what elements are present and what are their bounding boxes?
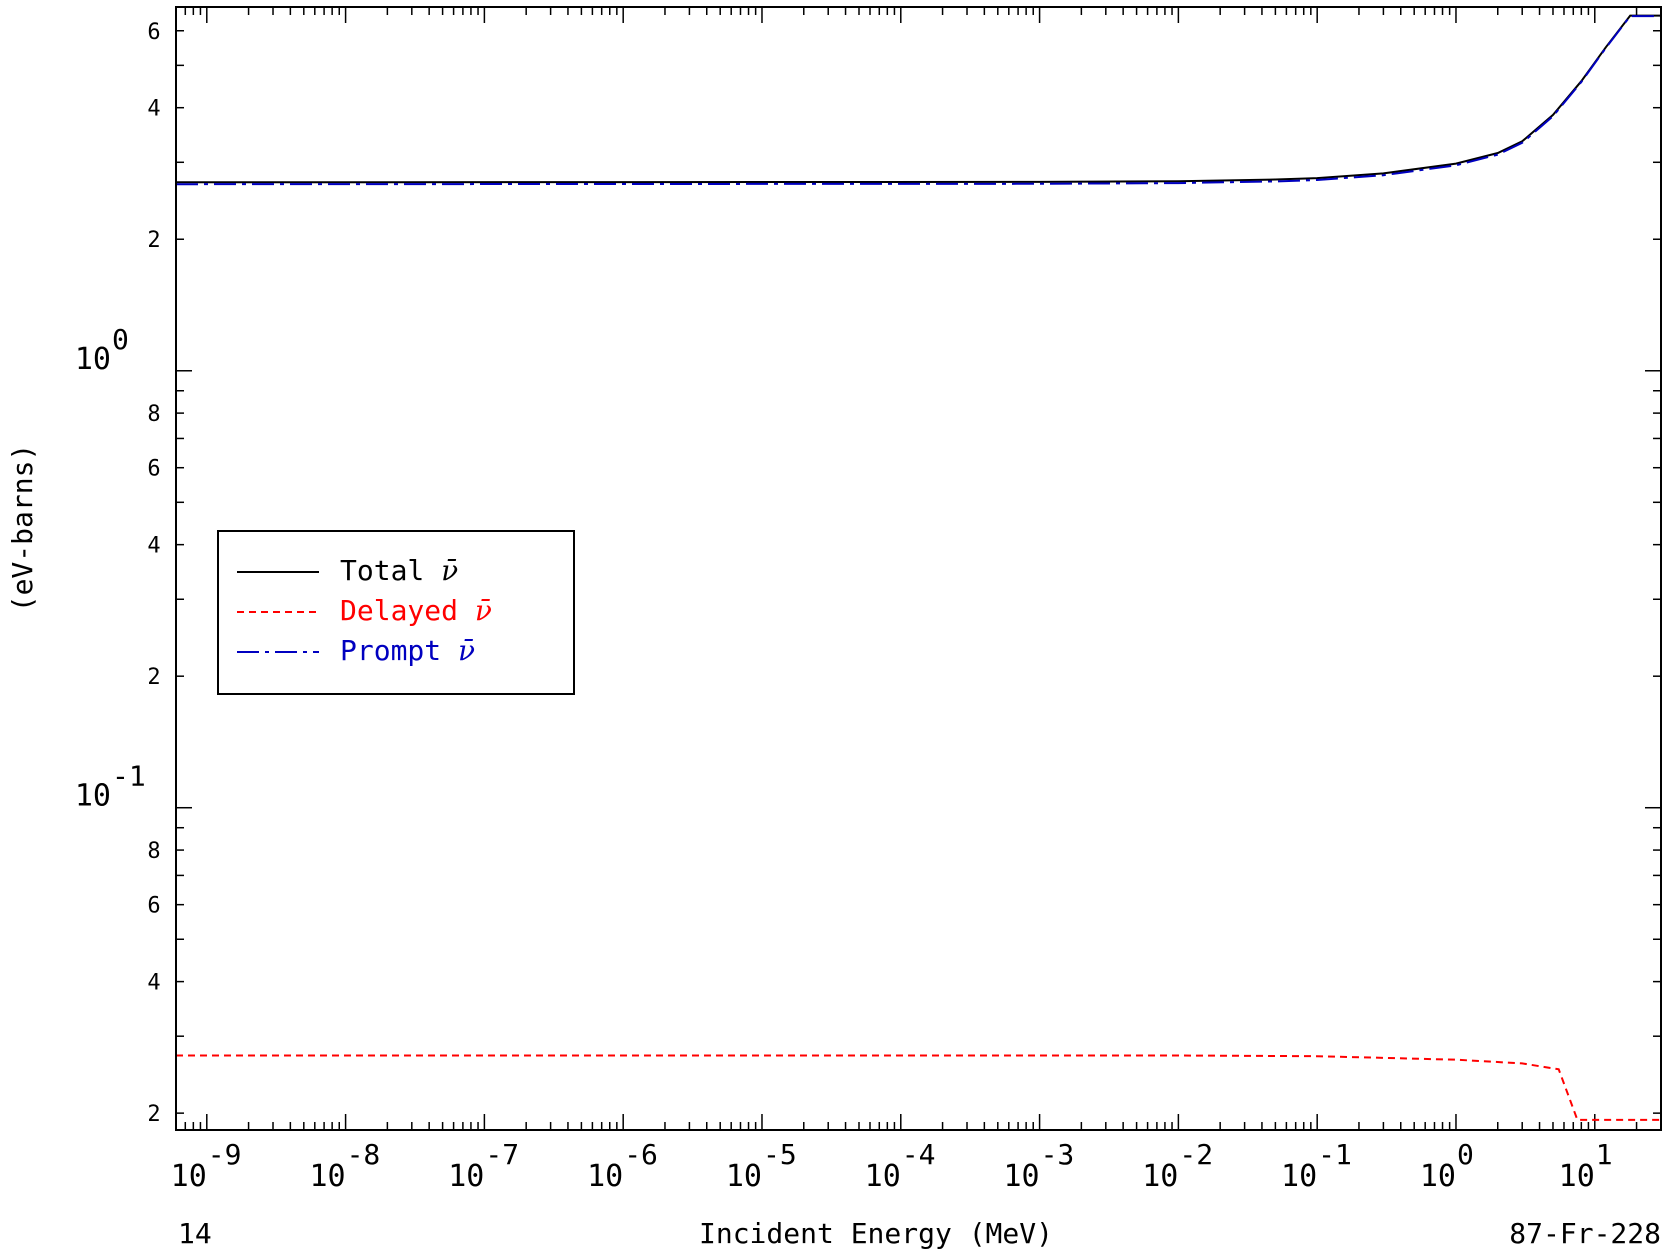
y-tick-label-major: 100 bbox=[75, 323, 129, 377]
x-tick-label-exponent: -5 bbox=[763, 1138, 797, 1171]
major-ticks bbox=[176, 7, 1661, 1130]
y-tick-label-exponent: 0 bbox=[112, 323, 129, 356]
x-tick-label: 10-6 bbox=[587, 1138, 658, 1194]
x-tick-label: 10-8 bbox=[309, 1138, 380, 1194]
series-layer bbox=[175, 14, 1661, 1121]
y-tick-label-minor: 2 bbox=[147, 665, 160, 690]
x-tick-label-exponent: -2 bbox=[1179, 1138, 1213, 1171]
minor-ticks bbox=[175, 7, 1662, 1130]
x-tick-label-exponent: -9 bbox=[208, 1138, 242, 1171]
x-tick-label-base: 10 bbox=[448, 1159, 484, 1194]
x-tick-labels: 10-910-810-710-610-510-410-310-210-11001… bbox=[171, 1138, 1613, 1194]
legend: Total ν̄ Delayed ν̄ Prompt ν̄ bbox=[217, 530, 575, 695]
x-tick-label: 10-4 bbox=[865, 1138, 936, 1194]
series-line-delayed bbox=[176, 1054, 1661, 1121]
legend-label-delayed: Delayed ν̄ bbox=[340, 594, 492, 627]
series-line-total bbox=[175, 14, 1661, 184]
y-axis-label: (eV-barns) bbox=[6, 444, 39, 613]
y-tick-label-minor: 4 bbox=[147, 97, 160, 122]
x-tick-label-base: 10 bbox=[309, 1159, 345, 1194]
y-tick-label-exponent: -1 bbox=[112, 760, 146, 793]
y-tick-label-minor: 6 bbox=[147, 457, 160, 482]
x-tick-label-base: 10 bbox=[171, 1159, 207, 1194]
plot-frame bbox=[175, 6, 1662, 1131]
y-tick-label-minor: 8 bbox=[147, 839, 160, 864]
x-tick-label-base: 10 bbox=[1420, 1159, 1456, 1194]
x-tick-label-exponent: -4 bbox=[902, 1138, 936, 1171]
y-tick-label-minor: 6 bbox=[147, 20, 160, 45]
footer-left-label: 14 bbox=[178, 1217, 212, 1250]
x-tick-label-base: 10 bbox=[1559, 1159, 1595, 1194]
x-tick-label-exponent: -7 bbox=[485, 1138, 519, 1171]
x-tick-label: 100 bbox=[1420, 1138, 1474, 1194]
y-tick-label-minor: 8 bbox=[147, 402, 160, 427]
y-tick-label-minor: 2 bbox=[147, 1102, 160, 1127]
y-tick-label-minor: 4 bbox=[147, 971, 160, 996]
y-tick-label-minor: 6 bbox=[147, 894, 160, 919]
x-tick-label-exponent: -3 bbox=[1041, 1138, 1075, 1171]
x-tick-label: 10-5 bbox=[726, 1138, 797, 1194]
x-tick-label: 101 bbox=[1559, 1138, 1613, 1194]
x-tick-label-exponent: -8 bbox=[347, 1138, 381, 1171]
x-tick-label-base: 10 bbox=[1281, 1159, 1317, 1194]
x-tick-label-base: 10 bbox=[587, 1159, 623, 1194]
y-tick-label-base: 10 bbox=[75, 779, 111, 814]
legend-label-prompt: Prompt ν̄ bbox=[340, 634, 475, 667]
series-line-prompt bbox=[175, 15, 1661, 186]
x-tick-label: 10-2 bbox=[1142, 1138, 1213, 1194]
x-tick-label: 10-3 bbox=[1003, 1138, 1074, 1194]
x-tick-label-exponent: 1 bbox=[1596, 1138, 1613, 1171]
x-tick-label: 10-9 bbox=[171, 1138, 242, 1194]
y-tick-label-minor: 4 bbox=[147, 534, 160, 559]
y-tick-label-base: 10 bbox=[75, 342, 111, 377]
x-tick-label-base: 10 bbox=[1003, 1159, 1039, 1194]
x-tick-label-exponent: 0 bbox=[1457, 1138, 1474, 1171]
x-tick-label-base: 10 bbox=[726, 1159, 762, 1194]
x-axis-label: Incident Energy (MeV) bbox=[699, 1217, 1053, 1250]
footer-right-label: 87-Fr-228 bbox=[1509, 1217, 1661, 1250]
legend-label-total: Total ν̄ bbox=[340, 554, 458, 587]
x-tick-label-exponent: -1 bbox=[1318, 1138, 1352, 1171]
x-tick-label: 10-1 bbox=[1281, 1138, 1352, 1194]
x-tick-label-base: 10 bbox=[1142, 1159, 1178, 1194]
y-tick-label-minor: 2 bbox=[147, 228, 160, 253]
x-tick-label-base: 10 bbox=[865, 1159, 901, 1194]
x-tick-label-exponent: -6 bbox=[624, 1138, 658, 1171]
x-tick-label: 10-7 bbox=[448, 1138, 519, 1194]
y-tick-label-major: 10-1 bbox=[75, 760, 146, 814]
